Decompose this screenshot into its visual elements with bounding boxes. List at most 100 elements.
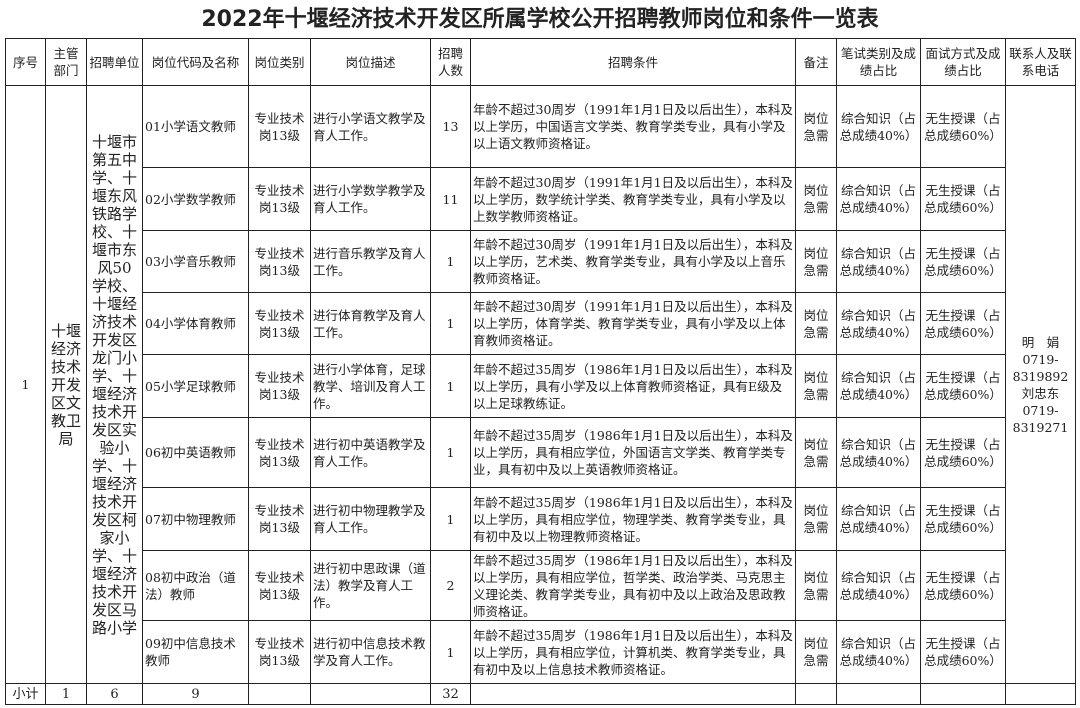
subtotal-row: 小计 1 6 9 32 <box>5 683 1076 705</box>
subtotal-empty <box>248 683 311 705</box>
interview-cell: 无生授课（占总成绩60%） <box>920 417 1006 488</box>
subtotal-positions: 9 <box>142 683 249 705</box>
subtotal-departments: 1 <box>45 683 87 705</box>
requirements-cell: 年龄不超过30周岁（1991年1月1日及以后出生），本科及以上学历，体育学类、教… <box>470 292 796 355</box>
requirements-cell: 年龄不超过30周岁（1991年1月1日及以后出生），本科及以上学历，中国语言文学… <box>470 85 796 168</box>
units-cell: 十堰市第五中学、十堰东风铁路学校、十堰市东风50学校、十堰经济技术开发区龙门小学… <box>86 85 143 684</box>
count-cell: 1 <box>430 487 471 551</box>
note-cell: 岗位急需 <box>795 620 837 684</box>
category-cell: 专业技术岗13级 <box>248 354 311 418</box>
header-category: 岗位类别 <box>248 38 311 86</box>
contact-line: 刘忠东 <box>1021 385 1060 401</box>
note-cell: 岗位急需 <box>795 417 837 488</box>
description-cell: 进行小学数学教学及育人工作。 <box>310 167 431 231</box>
description-cell: 进行体育教学及育人工作。 <box>310 292 431 355</box>
interview-cell: 无生授课（占总成绩60%） <box>920 354 1006 418</box>
written-exam-cell: 综合知识（占总成绩40%） <box>836 167 921 231</box>
table-row: 08初中政治（道法）教师 专业技术岗13级 进行初中思政课（道法）教学及育人工作。 2… <box>6 550 1076 621</box>
interview-cell: 无生授课（占总成绩60%） <box>920 167 1006 231</box>
description-cell: 进行初中信息技术教学及育人工作。 <box>310 620 431 684</box>
header-row: 序号 主管部门 招聘单位 岗位代码及名称 岗位类别 岗位描述 招聘人数 招聘条件 备注 笔试类别及… <box>5 38 1076 86</box>
category-cell: 专业技术岗13级 <box>248 417 311 488</box>
header-position: 岗位代码及名称 <box>142 38 249 86</box>
contact-line: 8319892 <box>1012 368 1069 384</box>
subtotal-empty <box>795 683 837 705</box>
subtotal-empty <box>836 683 921 705</box>
written-exam-cell: 综合知识（占总成绩40%） <box>836 230 921 293</box>
category-cell: 专业技术岗13级 <box>248 292 311 355</box>
note-cell: 岗位急需 <box>795 167 837 231</box>
category-cell: 专业技术岗13级 <box>248 550 311 621</box>
header-description: 岗位描述 <box>310 38 431 86</box>
note-cell: 岗位急需 <box>795 354 837 418</box>
category-cell: 专业技术岗13级 <box>248 487 311 551</box>
table-row: 1 十堰经济技术开发区文教卫局 十堰市第五中学、十堰东风铁路学校、十堰市东风50学校… <box>5 85 1076 684</box>
recruitment-table: 序号 主管部门 招聘单位 岗位代码及名称 岗位类别 岗位描述 招聘人数 招聘条件 备注 笔试类别及… <box>5 38 1076 705</box>
count-cell: 13 <box>430 85 471 168</box>
contact-line: 明 娟 <box>1021 334 1060 350</box>
header-unit: 招聘单位 <box>86 38 143 86</box>
table-row: 07初中物理教师 专业技术岗13级 进行初中物理教学及育人工作。 1 年龄不超过35周岁… <box>6 487 1076 551</box>
position-cell: 04小学体育教师 <box>142 292 249 355</box>
requirements-cell: 年龄不超过35周岁（1986年1月1日及以后出生），本科及以上学历，具有相应学位… <box>470 417 796 488</box>
position-cell: 08初中政治（道法）教师 <box>142 550 249 621</box>
count-cell: 11 <box>430 167 471 231</box>
subtotal-label: 小计 <box>5 683 46 705</box>
note-cell: 岗位急需 <box>795 85 837 168</box>
subtotal-empty <box>920 683 1006 705</box>
requirements-cell: 年龄不超过35周岁（1986年1月1日及以后出生），本科及以上学历，具有小学及以… <box>470 354 796 418</box>
subtotal-empty <box>470 683 796 705</box>
contact-line: 0719- <box>1022 351 1059 367</box>
row-index: 1 <box>5 85 46 684</box>
table-row: 04小学体育教师 专业技术岗13级 进行体育教学及育人工作。 1 年龄不超过30周岁（1… <box>6 292 1076 355</box>
count-cell: 2 <box>430 550 471 621</box>
description-cell: 进行音乐教学及育人工作。 <box>310 230 431 293</box>
note-cell: 岗位急需 <box>795 550 837 621</box>
header-written: 笔试类别及成绩占比 <box>836 38 921 86</box>
count-cell: 1 <box>430 620 471 684</box>
contact-line: 8319271 <box>1012 419 1069 435</box>
interview-cell: 无生授课（占总成绩60%） <box>920 85 1006 168</box>
count-cell: 1 <box>430 292 471 355</box>
header-count: 招聘人数 <box>430 38 471 86</box>
table-row: 06初中英语教师 专业技术岗13级 进行初中英语教学及育人工作。 1 年龄不超过35周岁… <box>6 417 1076 488</box>
header-index: 序号 <box>5 38 46 86</box>
contact-cell: 明 娟 0719- 8319892 刘忠东 0719- 8319271 <box>1005 85 1076 684</box>
subtotal-empty <box>1005 683 1076 705</box>
interview-cell: 无生授课（占总成绩60%） <box>920 550 1006 621</box>
count-cell: 1 <box>430 354 471 418</box>
requirements-cell: 年龄不超过35周岁（1986年1月1日及以后出生），本科及以上学历，具有相应学位… <box>470 550 796 621</box>
count-cell: 1 <box>430 230 471 293</box>
note-cell: 岗位急需 <box>795 292 837 355</box>
note-cell: 岗位急需 <box>795 230 837 293</box>
position-cell: 01小学语文教师 <box>142 85 249 168</box>
header-interview: 面试方式及成绩占比 <box>920 38 1006 86</box>
category-cell: 专业技术岗13级 <box>248 230 311 293</box>
subtotal-units: 6 <box>86 683 143 705</box>
header-contact: 联系人及联系电话 <box>1005 38 1076 86</box>
description-cell: 进行小学语文教学及育人工作。 <box>310 85 431 168</box>
table-row: 05小学足球教师 专业技术岗13级 进行小学体育，足球教学、培训及育人工作。 1 年龄不… <box>6 354 1076 418</box>
category-cell: 专业技术岗13级 <box>248 620 311 684</box>
contact-line: 0719- <box>1022 402 1059 418</box>
description-cell: 进行小学体育，足球教学、培训及育人工作。 <box>310 354 431 418</box>
position-cell: 05小学足球教师 <box>142 354 249 418</box>
written-exam-cell: 综合知识（占总成绩40%） <box>836 487 921 551</box>
position-cell: 02小学数学教师 <box>142 167 249 231</box>
count-cell: 1 <box>430 417 471 488</box>
interview-cell: 无生授课（占总成绩60%） <box>920 620 1006 684</box>
requirements-cell: 年龄不超过35周岁（1986年1月1日及以后出生），本科及以上学历，具有相应学位… <box>470 487 796 551</box>
table-row: 03小学音乐教师 专业技术岗13级 进行音乐教学及育人工作。 1 年龄不超过30周岁（1… <box>6 230 1076 293</box>
written-exam-cell: 综合知识（占总成绩40%） <box>836 620 921 684</box>
header-note: 备注 <box>795 38 837 86</box>
note-cell: 岗位急需 <box>795 487 837 551</box>
description-cell: 进行初中英语教学及育人工作。 <box>310 417 431 488</box>
interview-cell: 无生授课（占总成绩60%） <box>920 230 1006 293</box>
requirements-cell: 年龄不超过30周岁（1991年1月1日及以后出生），本科及以上学历，数学统计学类… <box>470 167 796 231</box>
written-exam-cell: 综合知识（占总成绩40%） <box>836 354 921 418</box>
interview-cell: 无生授课（占总成绩60%） <box>920 487 1006 551</box>
department-cell: 十堰经济技术开发区文教卫局 <box>45 85 87 684</box>
position-cell: 09初中信息技术教师 <box>142 620 249 684</box>
written-exam-cell: 综合知识（占总成绩40%） <box>836 85 921 168</box>
header-department: 主管部门 <box>45 38 87 86</box>
